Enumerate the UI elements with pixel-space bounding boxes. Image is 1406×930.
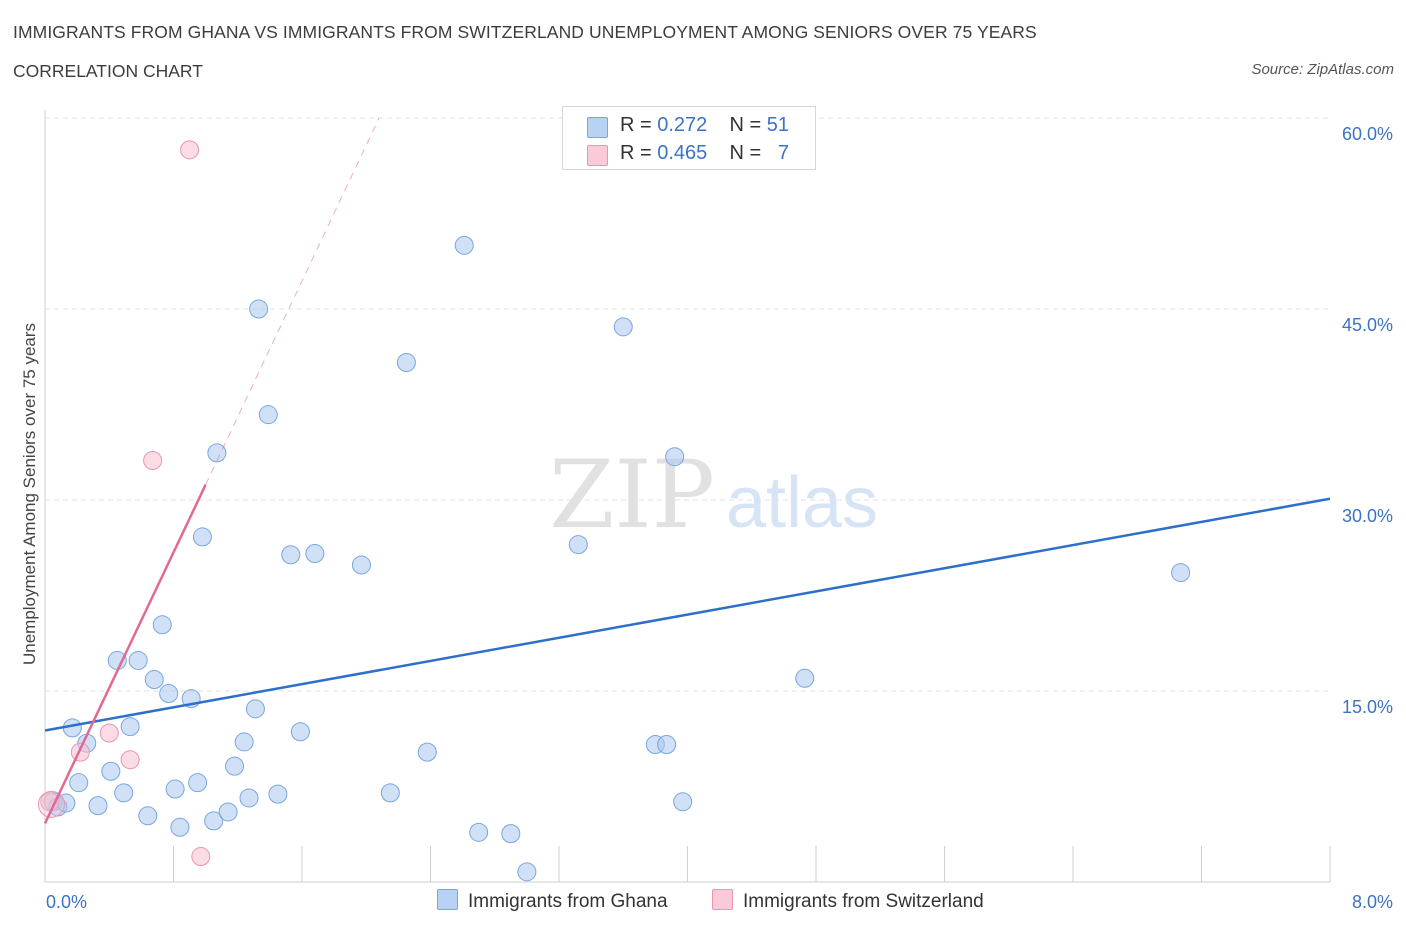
switzerland-point xyxy=(37,790,65,818)
series-legend-switzerland: Immigrants from Switzerland xyxy=(712,889,984,913)
ghana-point xyxy=(249,299,269,319)
ghana-point xyxy=(188,773,208,793)
ghana-point xyxy=(469,822,489,842)
watermark-zip: ZIP xyxy=(549,441,715,550)
ghana-point xyxy=(268,784,288,804)
series-swatch-ghana xyxy=(437,889,458,910)
switzerland-point xyxy=(99,723,119,743)
ghana-point xyxy=(396,352,416,372)
ghana-point xyxy=(501,824,521,844)
ghana-point xyxy=(234,732,254,752)
ghana-point xyxy=(218,802,238,822)
legend-swatch-ghana xyxy=(587,117,608,138)
ghana-point xyxy=(88,796,108,816)
data-points xyxy=(37,140,1191,882)
switzerland-point xyxy=(70,742,90,762)
y-tick-label: 15.0% xyxy=(1342,697,1393,717)
series-legend-ghana: Immigrants from Ghana xyxy=(437,889,668,913)
ghana-point xyxy=(152,615,172,635)
legend-r-value-switzerland: 0.465 xyxy=(657,142,708,164)
ghana-point xyxy=(568,535,588,555)
correlation-legend: R = 0.272 N = 51 R = 0.465 N = 7 xyxy=(562,106,816,170)
ghana-point xyxy=(290,722,310,742)
ghana-point xyxy=(138,806,158,826)
tick-labels: 15.0% 30.0% 45.0% 60.0% 0.0% 8.0% xyxy=(46,124,1393,912)
ghana-point xyxy=(417,742,437,762)
legend-n-label: N = xyxy=(729,142,762,164)
y-tick-label: 30.0% xyxy=(1342,506,1393,526)
legend-n-label: N = xyxy=(729,114,762,136)
ghana-point xyxy=(258,405,278,425)
legend-r-value-ghana: 0.272 xyxy=(657,114,708,136)
y-axis-label: Unemployment Among Seniors over 75 years xyxy=(20,323,39,665)
legend-r-label: R = xyxy=(620,142,652,164)
switzerland-point xyxy=(120,750,140,770)
series-swatch-switzerland xyxy=(712,889,733,910)
chart-subtitle: CORRELATION CHART xyxy=(13,61,203,81)
ghana-point xyxy=(245,699,265,719)
ghana-point xyxy=(665,447,685,467)
ghana-point xyxy=(239,788,259,808)
axes xyxy=(44,110,1331,883)
ghana-point xyxy=(207,443,227,463)
ghana-point xyxy=(114,783,134,803)
ghana-point xyxy=(281,545,301,565)
ghana-point xyxy=(613,317,633,337)
series-label-ghana: Immigrants from Ghana xyxy=(468,891,668,912)
watermark-atlas: atlas xyxy=(726,463,878,543)
ghana-point xyxy=(204,811,224,831)
x-tick-label-min: 0.0% xyxy=(46,892,87,912)
ghana-point xyxy=(657,734,677,754)
switzerland-trend-extension xyxy=(205,117,380,485)
ghana-point xyxy=(517,862,537,882)
ghana-point xyxy=(192,527,212,547)
ghana-point xyxy=(1171,563,1191,583)
ghana-trend-line xyxy=(44,497,1331,732)
ghana-point xyxy=(120,717,140,737)
chart-title: IMMIGRANTS FROM GHANA VS IMMIGRANTS FROM… xyxy=(13,22,1037,42)
ghana-point xyxy=(305,543,325,563)
series-label-switzerland: Immigrants from Switzerland xyxy=(743,891,984,912)
ghana-point xyxy=(454,235,474,255)
ghana-point xyxy=(159,684,179,704)
ghana-point xyxy=(128,650,148,670)
gridlines xyxy=(45,117,1330,692)
ghana-point xyxy=(69,773,89,793)
ghana-point xyxy=(673,792,693,812)
switzerland-trend-line xyxy=(43,484,207,824)
ghana-point xyxy=(225,756,245,776)
ghana-point xyxy=(170,817,190,837)
ghana-point xyxy=(101,761,121,781)
switzerland-point xyxy=(180,140,200,160)
legend-n-value-ghana: 51 xyxy=(766,114,790,136)
legend-swatch-switzerland xyxy=(587,145,608,166)
x-tick-label-max: 8.0% xyxy=(1352,892,1393,912)
ghana-point xyxy=(351,555,371,575)
ghana-point xyxy=(144,670,164,690)
watermark: ZIP atlas xyxy=(549,441,878,550)
legend-r-label: R = xyxy=(620,114,652,136)
switzerland-point xyxy=(143,451,163,471)
ghana-point xyxy=(795,668,815,688)
y-tick-label: 60.0% xyxy=(1342,124,1393,144)
legend-n-value-switzerland: 7 xyxy=(777,142,790,164)
ghana-point xyxy=(380,783,400,803)
trend-lines xyxy=(43,117,1331,824)
ghana-point xyxy=(165,779,185,799)
switzerland-point xyxy=(191,847,211,867)
y-tick-label: 45.0% xyxy=(1342,315,1393,335)
chart-source: Source: ZipAtlas.com xyxy=(1251,61,1394,78)
